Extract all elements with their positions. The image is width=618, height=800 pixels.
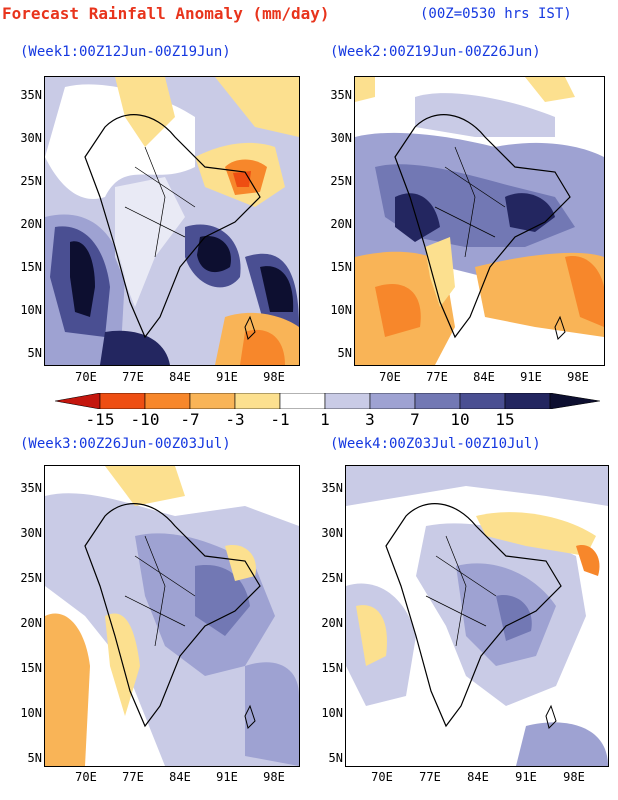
colorbar-swatch bbox=[504, 393, 551, 409]
lat-label: 20N bbox=[20, 217, 42, 231]
colorbar-label: -7 bbox=[180, 410, 200, 429]
colorbar-label: 1 bbox=[320, 410, 330, 429]
week4-anomaly-field bbox=[346, 466, 608, 766]
lat-label: 30N bbox=[321, 526, 343, 540]
week1-label: (Week1:00Z12Jun-00Z19Jun) bbox=[20, 44, 231, 60]
lat-label: 30N bbox=[20, 526, 42, 540]
lon-label: 98E bbox=[263, 370, 285, 384]
lat-label: 25N bbox=[20, 571, 42, 585]
colorbar-swatch bbox=[279, 393, 326, 409]
colorbar-swatch bbox=[55, 393, 101, 409]
lon-label: 77E bbox=[122, 770, 144, 784]
lon-label: 70E bbox=[75, 370, 97, 384]
colorbar-label: 10 bbox=[450, 410, 470, 429]
lat-label: 20N bbox=[20, 616, 42, 630]
week3-label: (Week3:00Z26Jun-00Z03Jul) bbox=[20, 436, 231, 452]
lon-label: 77E bbox=[426, 370, 448, 384]
time-note: (00Z=0530 hrs IST) bbox=[420, 6, 572, 22]
lat-label: 20N bbox=[321, 616, 343, 630]
week2-map bbox=[354, 76, 605, 366]
lat-label: 25N bbox=[330, 174, 352, 188]
lat-label: 10N bbox=[321, 706, 343, 720]
week2-anomaly-field bbox=[355, 77, 604, 365]
lat-label: 5N bbox=[328, 751, 343, 765]
week4-label: (Week4:00Z03Jul-00Z10Jul) bbox=[330, 436, 541, 452]
lon-label: 70E bbox=[379, 370, 401, 384]
lat-label: 15N bbox=[20, 661, 42, 675]
lon-label: 91E bbox=[520, 370, 542, 384]
colorbar-label: 3 bbox=[365, 410, 375, 429]
lon-label: 91E bbox=[216, 370, 238, 384]
lat-label: 5N bbox=[337, 346, 352, 360]
lat-label: 15N bbox=[330, 260, 352, 274]
lon-label: 91E bbox=[515, 770, 537, 784]
colorbar-label: 15 bbox=[495, 410, 515, 429]
lon-label: 84E bbox=[473, 370, 495, 384]
colorbar-label: 7 bbox=[410, 410, 420, 429]
lon-label: 91E bbox=[216, 770, 238, 784]
lon-label: 84E bbox=[169, 770, 191, 784]
lon-label: 98E bbox=[263, 770, 285, 784]
week4-map bbox=[345, 465, 609, 767]
lon-label: 70E bbox=[371, 770, 393, 784]
lat-label: 20N bbox=[330, 217, 352, 231]
lat-label: 5N bbox=[27, 751, 42, 765]
lat-label: 30N bbox=[20, 131, 42, 145]
map-title: Forecast Rainfall Anomaly (mm/day) bbox=[2, 4, 330, 23]
colorbar-swatch bbox=[324, 393, 371, 409]
colorbar-label: -3 bbox=[225, 410, 245, 429]
week1-anomaly-field bbox=[45, 77, 299, 365]
lat-label: 15N bbox=[321, 661, 343, 675]
lat-label: 35N bbox=[330, 88, 352, 102]
colorbar bbox=[55, 393, 600, 409]
lon-label: 84E bbox=[467, 770, 489, 784]
lon-label: 84E bbox=[169, 370, 191, 384]
colorbar-swatch bbox=[414, 393, 461, 409]
lon-label: 70E bbox=[75, 770, 97, 784]
lat-label: 35N bbox=[321, 481, 343, 495]
colorbar-label: -15 bbox=[85, 410, 115, 429]
lat-label: 30N bbox=[330, 131, 352, 145]
week1-map bbox=[44, 76, 300, 366]
week3-map bbox=[44, 465, 300, 767]
lat-label: 25N bbox=[20, 174, 42, 188]
colorbar-swatch bbox=[234, 393, 281, 409]
colorbar-swatch bbox=[189, 393, 236, 409]
lon-label: 98E bbox=[563, 770, 585, 784]
week3-anomaly-field bbox=[45, 466, 299, 766]
lon-label: 77E bbox=[122, 370, 144, 384]
lat-label: 10N bbox=[20, 303, 42, 317]
colorbar-label: -10 bbox=[130, 410, 160, 429]
colorbar-swatch bbox=[459, 393, 506, 409]
colorbar-swatch bbox=[369, 393, 416, 409]
lon-label: 77E bbox=[419, 770, 441, 784]
colorbar-swatch bbox=[99, 393, 146, 409]
lon-label: 98E bbox=[567, 370, 589, 384]
lat-label: 10N bbox=[330, 303, 352, 317]
lat-label: 15N bbox=[20, 260, 42, 274]
colorbar-swatch bbox=[549, 393, 600, 409]
lat-label: 35N bbox=[20, 481, 42, 495]
week2-label: (Week2:00Z19Jun-00Z26Jun) bbox=[330, 44, 541, 60]
colorbar-label: -1 bbox=[270, 410, 290, 429]
colorbar-swatch bbox=[144, 393, 191, 409]
lat-label: 25N bbox=[321, 571, 343, 585]
lat-label: 5N bbox=[27, 346, 42, 360]
lat-label: 10N bbox=[20, 706, 42, 720]
lat-label: 35N bbox=[20, 88, 42, 102]
